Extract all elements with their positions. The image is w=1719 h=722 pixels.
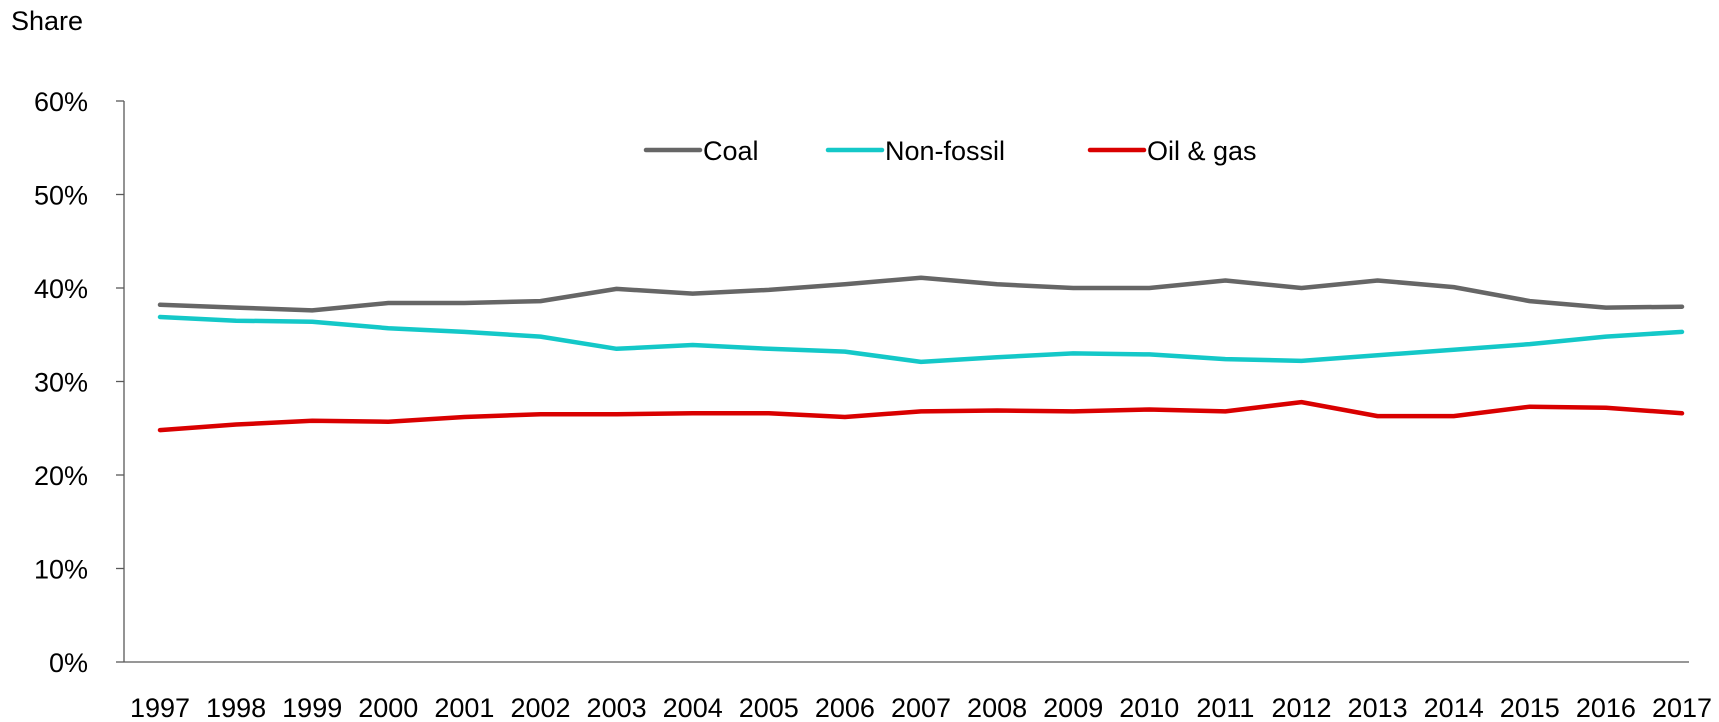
y-tick-label: 30% — [34, 368, 88, 398]
x-tick-label: 2013 — [1348, 693, 1408, 722]
x-tick-label: 2014 — [1424, 693, 1484, 722]
axes — [123, 101, 1689, 663]
series-line-non-fossil — [157, 314, 1685, 365]
y-tick-label: 10% — [34, 555, 88, 585]
x-axis-ticks: 1997 1998 1999 2000 2001 2002 2003 2004 2005 2006… — [130, 693, 1712, 722]
x-tick-label: 2001 — [434, 693, 494, 722]
x-tick-label: 2010 — [1119, 693, 1179, 722]
x-tick-label: 2004 — [663, 693, 723, 722]
legend-label-non-fossil: Non-fossil — [885, 136, 1005, 166]
legend-label-oil-gas: Oil & gas — [1147, 136, 1257, 166]
legend: Coal Non-fossil Oil & gas — [643, 136, 1257, 166]
series-lines — [157, 275, 1685, 433]
x-tick-label: 2009 — [1043, 693, 1103, 722]
x-tick-label: 1997 — [130, 693, 190, 722]
series-line-oil-gas — [157, 399, 1685, 433]
x-tick-label: 2017 — [1652, 693, 1712, 722]
x-tick-label: 2016 — [1576, 693, 1636, 722]
y-tick-label: 60% — [34, 87, 88, 117]
x-tick-label: 1998 — [206, 693, 266, 722]
x-tick-label: 1999 — [282, 693, 342, 722]
x-tick-label: 2015 — [1500, 693, 1560, 722]
x-tick-label: 2006 — [815, 693, 875, 722]
x-tick-label: 2008 — [967, 693, 1027, 722]
x-tick-label: 2000 — [358, 693, 418, 722]
series-line-coal — [157, 275, 1685, 313]
x-tick-label: 2003 — [587, 693, 647, 722]
y-axis-label: Share — [11, 6, 83, 36]
legend-label-coal: Coal — [703, 136, 759, 166]
x-tick-label: 2011 — [1196, 693, 1254, 722]
y-tick-label: 0% — [49, 648, 88, 678]
y-axis-ticks: 0% 10% 20% 30% 40% 50% 60% — [34, 87, 124, 678]
x-tick-label: 2005 — [739, 693, 799, 722]
y-tick-label: 20% — [34, 461, 88, 491]
x-tick-label: 2007 — [891, 693, 951, 722]
y-tick-label: 40% — [34, 274, 88, 304]
x-tick-label: 2002 — [510, 693, 570, 722]
y-tick-label: 50% — [34, 181, 88, 211]
x-tick-label: 2012 — [1271, 693, 1331, 722]
